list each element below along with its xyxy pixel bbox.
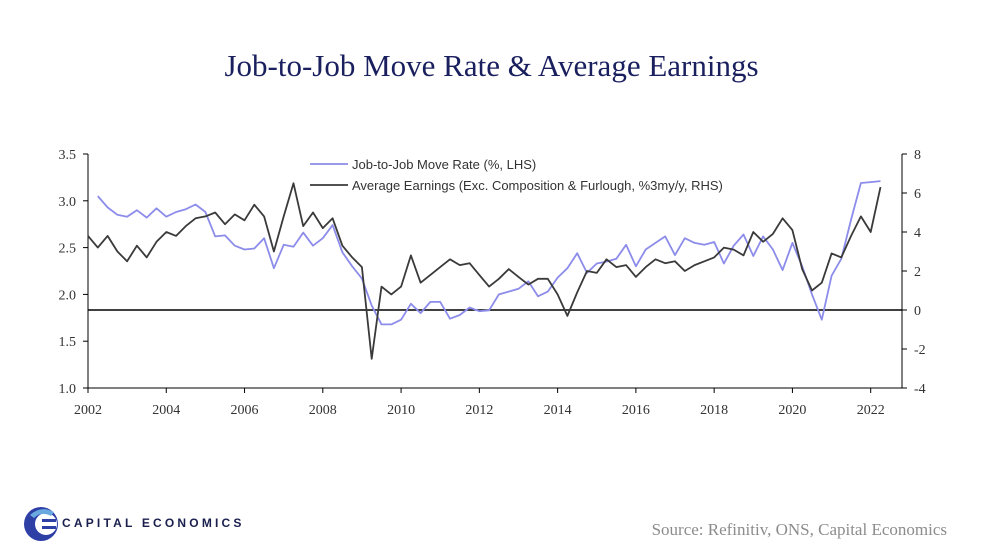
x-tick-label: 2006 <box>231 403 259 418</box>
y-right-tick-label: 8 <box>914 148 921 163</box>
x-tick-label: 2010 <box>387 403 415 418</box>
x-tick-label: 2014 <box>544 403 572 418</box>
y-right-tick-label: 0 <box>914 304 921 319</box>
y-right-tick-label: -2 <box>914 343 926 358</box>
brand-name: CAPITAL ECONOMICS <box>62 516 245 530</box>
y-right-tick-label: 6 <box>914 187 921 202</box>
chart-legend: Job-to-Job Move Rate (%, LHS) Average Ear… <box>310 157 723 193</box>
source-note: Source: Refinitiv, ONS, Capital Economic… <box>651 520 947 539</box>
chart-title: Job-to-Job Move Rate & Average Earnings <box>224 48 759 83</box>
y-right-tick-label: 4 <box>914 226 921 241</box>
y-left-tick-label: 1.0 <box>59 382 77 397</box>
y-left-tick-label: 1.5 <box>59 335 77 350</box>
y-left-tick-label: 2.5 <box>59 242 77 257</box>
x-tick-label: 2016 <box>622 403 650 418</box>
x-tick-label: 2022 <box>857 403 885 418</box>
x-tick-label: 2020 <box>778 403 806 418</box>
series-line-job-move-rate <box>97 180 881 326</box>
chart-series <box>87 180 882 360</box>
y-left-tick-label: 3.5 <box>59 148 77 163</box>
legend-label: Average Earnings (Exc. Composition & Fur… <box>352 178 723 193</box>
y-right-tick-label: 2 <box>914 265 921 280</box>
x-tick-label: 2002 <box>74 403 102 418</box>
x-tick-label: 2004 <box>152 403 180 418</box>
x-tick-label: 2012 <box>465 403 493 418</box>
chart-svg: 1.0 1.5 2.0 2.5 3.0 3.5 -4 -2 0 2 4 6 8 2002 2004 2006 2… <box>59 148 926 418</box>
y-left-tick-label: 2.0 <box>59 288 77 303</box>
x-tick-label: 2008 <box>309 403 337 418</box>
chart-axes: 1.0 1.5 2.0 2.5 3.0 3.5 -4 -2 0 2 4 6 8 2002 2004 2006 2… <box>59 148 926 418</box>
series-line-average-earnings <box>87 182 882 360</box>
capital-economics-c-icon <box>24 507 58 541</box>
y-left-tick-label: 3.0 <box>59 195 77 210</box>
y-right-tick-label: -4 <box>914 382 926 397</box>
legend-label: Job-to-Job Move Rate (%, LHS) <box>352 157 536 172</box>
x-tick-label: 2018 <box>700 403 728 418</box>
